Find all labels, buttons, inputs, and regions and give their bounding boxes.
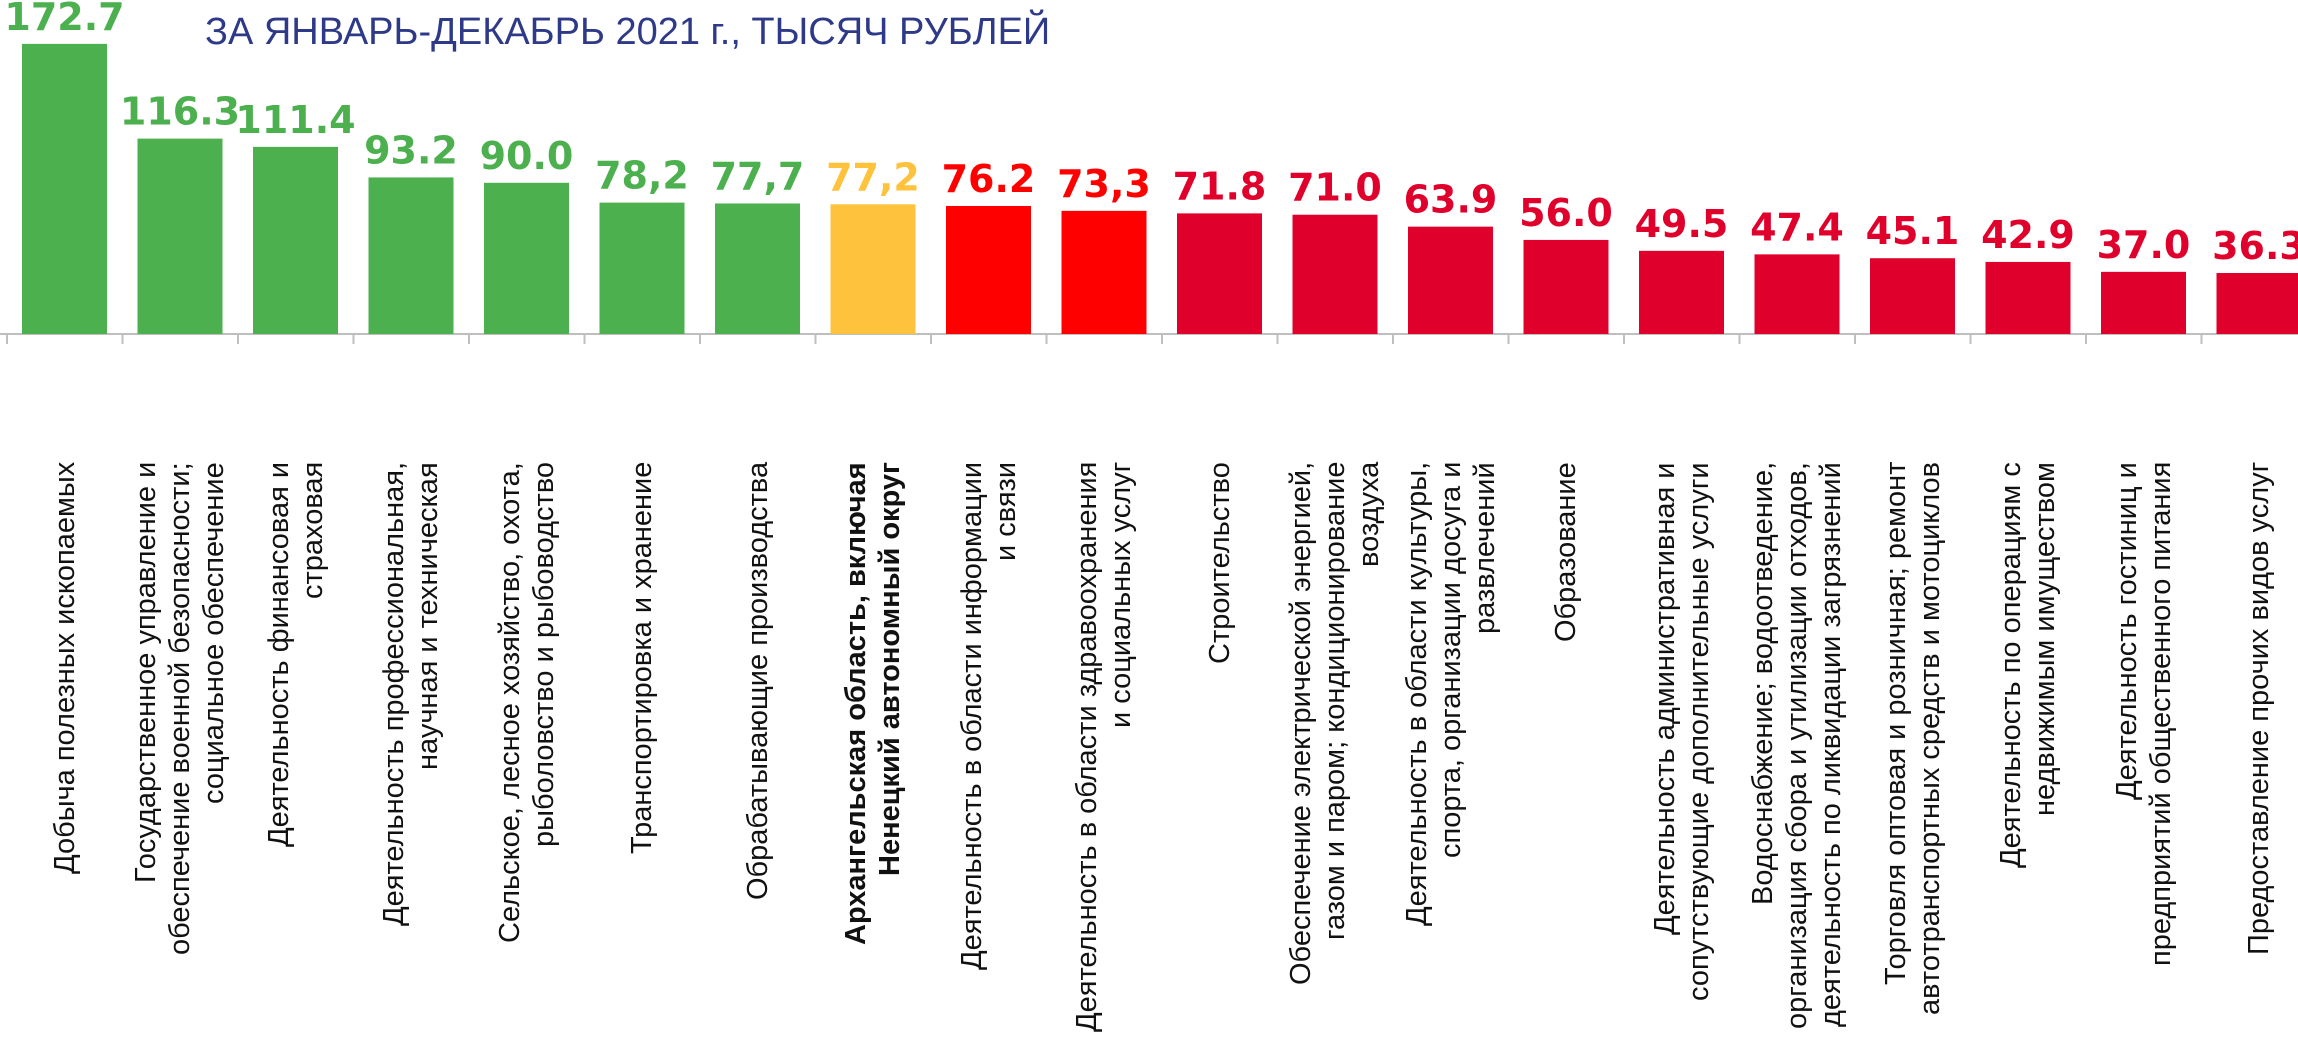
chart-title: ЗА ЯНВАРЬ-ДЕКАБРЬ 2021 г., ТЫСЯЧ РУБЛЕЙ [205, 8, 1050, 53]
value-label: 63.9 [1404, 178, 1498, 222]
x-tick-label: Строительство [1203, 462, 1236, 664]
bar [1292, 214, 1378, 334]
x-tick-label: Деятельность финансовая и страховая [262, 462, 329, 848]
x-tick-label: Торговля оптовая и розничная; ремонт авт… [1879, 462, 1946, 1016]
bar [1408, 226, 1493, 334]
value-label: 36.3 [2212, 224, 2298, 268]
bar [599, 202, 685, 334]
value-label: 73,3 [1057, 162, 1151, 206]
value-label: 49.5 [1635, 202, 1729, 246]
bar [484, 182, 569, 334]
value-label: 116.3 [120, 90, 240, 134]
x-tick-label: Добыча полезных ископаемых [48, 462, 81, 875]
bar [830, 204, 916, 334]
x-tick-label: Деятельность профессиональная, научная и… [378, 462, 444, 927]
value-label: 37.0 [2097, 223, 2191, 267]
x-tick-label: Обрабатывающие производства [741, 462, 774, 901]
x-tick-label: Водоснабжение; водоотведение, организаци… [1747, 462, 1847, 1029]
value-label: 71.0 [1288, 166, 1382, 210]
value-label: 71.8 [1173, 164, 1267, 208]
x-tick-label: Образование [1550, 462, 1582, 642]
x-tick-label: Деятельность гостиниц и предприятий обще… [2110, 462, 2177, 967]
x-tick-label: Деятельность в области культуры, спорта,… [1400, 462, 1501, 927]
bar [1523, 239, 1609, 334]
value-label: 93.2 [364, 128, 458, 172]
bar [368, 177, 454, 334]
value-label: 78,2 [595, 154, 689, 198]
bar [2216, 273, 2298, 334]
x-tick-label: Деятельность в области здравоохранения и… [1071, 462, 1137, 1033]
value-label: 77,2 [826, 155, 920, 199]
x-tick-label: Деятельность по операциям с недвижимым и… [1995, 462, 2061, 868]
x-tick-label: Архангельская область, включая Ненецкий … [840, 462, 906, 945]
bar [2101, 271, 2186, 334]
x-tick-label: Обеспечение электрической энергией, газо… [1285, 462, 1385, 986]
bar [1177, 213, 1262, 334]
value-label: 172.7 [4, 0, 124, 39]
x-tick-label: Предоставление прочих видов услуг [2243, 462, 2275, 956]
value-label: 77,7 [711, 154, 805, 198]
value-label: 76.2 [942, 157, 1036, 201]
bar [22, 43, 107, 334]
x-tick-label: Государственное управление и обеспечение… [130, 462, 230, 955]
value-label: 111.4 [235, 98, 355, 142]
x-tick-label: Транспортировка и хранение [626, 462, 658, 855]
x-tick-label: Деятельность административная и сопутств… [1648, 462, 1715, 1001]
bar [1754, 254, 1840, 334]
value-label: 56.0 [1519, 191, 1613, 235]
bar [253, 146, 338, 334]
bar [1985, 261, 2071, 334]
bar [137, 138, 223, 334]
x-tick-label: Деятельность в области информации и связ… [955, 462, 1022, 971]
bar [1870, 258, 1955, 334]
bar [715, 203, 800, 334]
bar [946, 205, 1031, 334]
value-label: 42.9 [1981, 213, 2075, 257]
value-label: 90.0 [480, 134, 574, 178]
x-tick-label: Сельское, лесное хозяйство, охота, рыбол… [493, 462, 560, 943]
bar [1061, 210, 1147, 334]
bar [1639, 250, 1724, 334]
value-label: 47.4 [1750, 205, 1844, 249]
value-label: 45.1 [1866, 209, 1960, 253]
